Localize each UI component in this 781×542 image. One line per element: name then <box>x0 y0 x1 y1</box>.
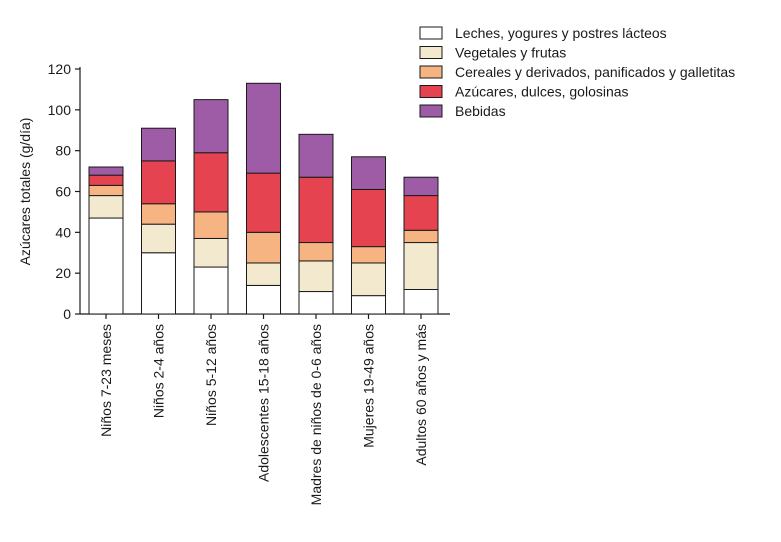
y-tick-label: 40 <box>55 224 71 240</box>
y-tick-label: 120 <box>48 61 72 77</box>
legend-label: Azúcares, dulces, golosinas <box>455 84 629 100</box>
legend-swatch <box>419 65 443 79</box>
bar-segment <box>141 160 176 205</box>
bar-segment <box>88 166 124 176</box>
bar-segment <box>403 289 439 315</box>
bar-segment <box>246 172 281 233</box>
bar-segment <box>88 217 124 315</box>
bar-segment <box>193 99 229 154</box>
x-category-label: Niños 5-12 años <box>203 324 219 426</box>
bar-segment <box>298 133 334 178</box>
legend-label: Cereales y derivados, panificados y gall… <box>455 64 735 80</box>
x-category-label: Madres de niños de 0-6 años <box>308 324 324 505</box>
y-tick-label: 100 <box>48 102 72 118</box>
legend-swatch <box>419 46 443 59</box>
bar-segment <box>246 231 281 264</box>
y-tick-label: 80 <box>55 143 71 159</box>
bar-segment <box>246 82 281 174</box>
bar-segment <box>351 246 386 264</box>
legend-label: Bebidas <box>455 103 506 119</box>
bar-segment <box>88 184 124 197</box>
legend-swatch <box>419 26 443 40</box>
bar-segment <box>246 284 281 315</box>
bar-segment <box>403 195 439 231</box>
x-category-label: Niños 7-23 meses <box>98 324 114 437</box>
legend-swatch <box>419 85 443 98</box>
legend-label: Leches, yogures y postres lácteos <box>455 25 667 41</box>
legend-swatch <box>419 104 443 118</box>
bar-segment <box>246 262 281 286</box>
bar-segment <box>141 127 176 162</box>
bar-segment <box>403 176 439 197</box>
y-tick-label: 0 <box>63 306 71 322</box>
x-category-label: Mujeres 19-49 años <box>361 324 377 448</box>
bar-segment <box>351 262 386 297</box>
x-category-label: Niños 2-4 años <box>151 324 167 418</box>
bar-segment <box>141 223 176 254</box>
bar-segment <box>88 195 124 219</box>
bar-segment <box>193 237 229 268</box>
x-category-label: Adolescentes 15-18 años <box>256 324 272 482</box>
bar-segment <box>351 295 386 315</box>
bar-segment <box>193 266 229 315</box>
bar-segment <box>403 242 439 291</box>
x-category-label: Adultos 60 años y más <box>413 324 429 466</box>
bar-segment <box>298 242 334 262</box>
y-tick-label: 20 <box>55 265 71 281</box>
bar-segment <box>298 291 334 315</box>
y-tick-label: 60 <box>55 184 71 200</box>
legend-label: Vegetales y frutas <box>455 45 566 61</box>
bar-segment <box>298 260 334 293</box>
bar-segment <box>193 152 229 213</box>
bar-segment <box>351 188 386 248</box>
bar-segment <box>298 176 334 244</box>
bar-segment <box>193 211 229 239</box>
bar-segment <box>141 252 176 315</box>
bar-segment <box>403 229 439 244</box>
bar-segment <box>351 156 386 190</box>
y-axis-title: Azúcares totales (g/día) <box>17 118 33 266</box>
bar-segment <box>141 203 176 225</box>
bar-segment <box>88 174 124 186</box>
